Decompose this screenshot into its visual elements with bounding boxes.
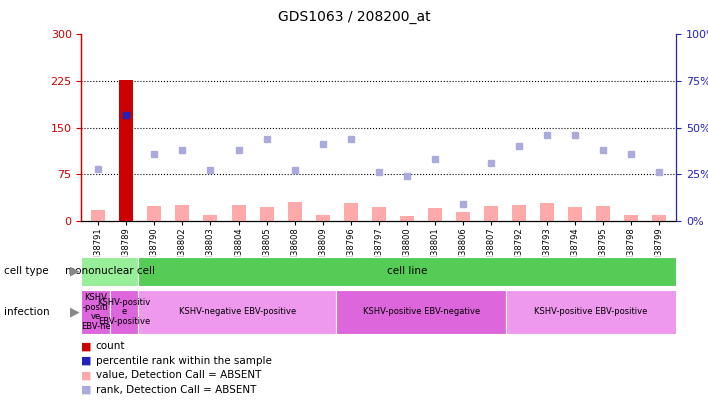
Bar (400, 216, 414, 221)
Bar (232, 205, 246, 221)
Bar (624, 215, 639, 221)
Bar (316, 215, 330, 221)
Text: cell type: cell type (4, 266, 48, 276)
Bar (91, 209, 105, 221)
Text: value, Detection Call = ABSENT: value, Detection Call = ABSENT (96, 371, 261, 380)
Bar (343, 203, 358, 221)
Bar (512, 205, 526, 221)
Text: cell line: cell line (387, 266, 428, 276)
Text: ■: ■ (81, 385, 92, 395)
Bar (119, 80, 133, 221)
Text: percentile rank within the sample: percentile rank within the sample (96, 356, 271, 366)
Bar (456, 212, 470, 221)
Text: GDS1063 / 208200_at: GDS1063 / 208200_at (278, 10, 430, 24)
Bar (540, 203, 554, 221)
Bar (506, 290, 676, 334)
Bar (147, 206, 161, 221)
Text: KSHV-positive EBV-negative: KSHV-positive EBV-negative (362, 307, 480, 316)
Bar (484, 206, 498, 221)
Bar (336, 290, 506, 334)
Text: ▶: ▶ (69, 265, 79, 278)
Bar (81, 290, 110, 334)
Bar (287, 202, 302, 221)
Text: ▶: ▶ (69, 305, 79, 318)
Text: count: count (96, 341, 125, 351)
Text: ■: ■ (81, 371, 92, 380)
Bar (176, 205, 190, 221)
Bar (260, 207, 273, 221)
Bar (203, 215, 217, 221)
Text: mononuclear cell: mononuclear cell (64, 266, 155, 276)
Bar (568, 207, 582, 221)
Bar (372, 207, 386, 221)
Text: infection: infection (4, 307, 49, 317)
Bar (652, 215, 666, 221)
Text: KSHV-positiv
e
EBV-positive: KSHV-positiv e EBV-positive (97, 298, 151, 326)
Bar (428, 208, 442, 221)
Text: KSHV-positive EBV-positive: KSHV-positive EBV-positive (535, 307, 648, 316)
Text: rank, Detection Call = ABSENT: rank, Detection Call = ABSENT (96, 385, 256, 395)
Text: KSHV-negative EBV-positive: KSHV-negative EBV-positive (178, 307, 296, 316)
Text: KSHV
-positi
ve
EBV-ne: KSHV -positi ve EBV-ne (81, 293, 110, 331)
Bar (596, 206, 610, 221)
Text: ■: ■ (81, 341, 92, 351)
Bar (81, 257, 138, 286)
Bar (110, 290, 138, 334)
Bar (138, 290, 336, 334)
Text: ■: ■ (81, 356, 92, 366)
